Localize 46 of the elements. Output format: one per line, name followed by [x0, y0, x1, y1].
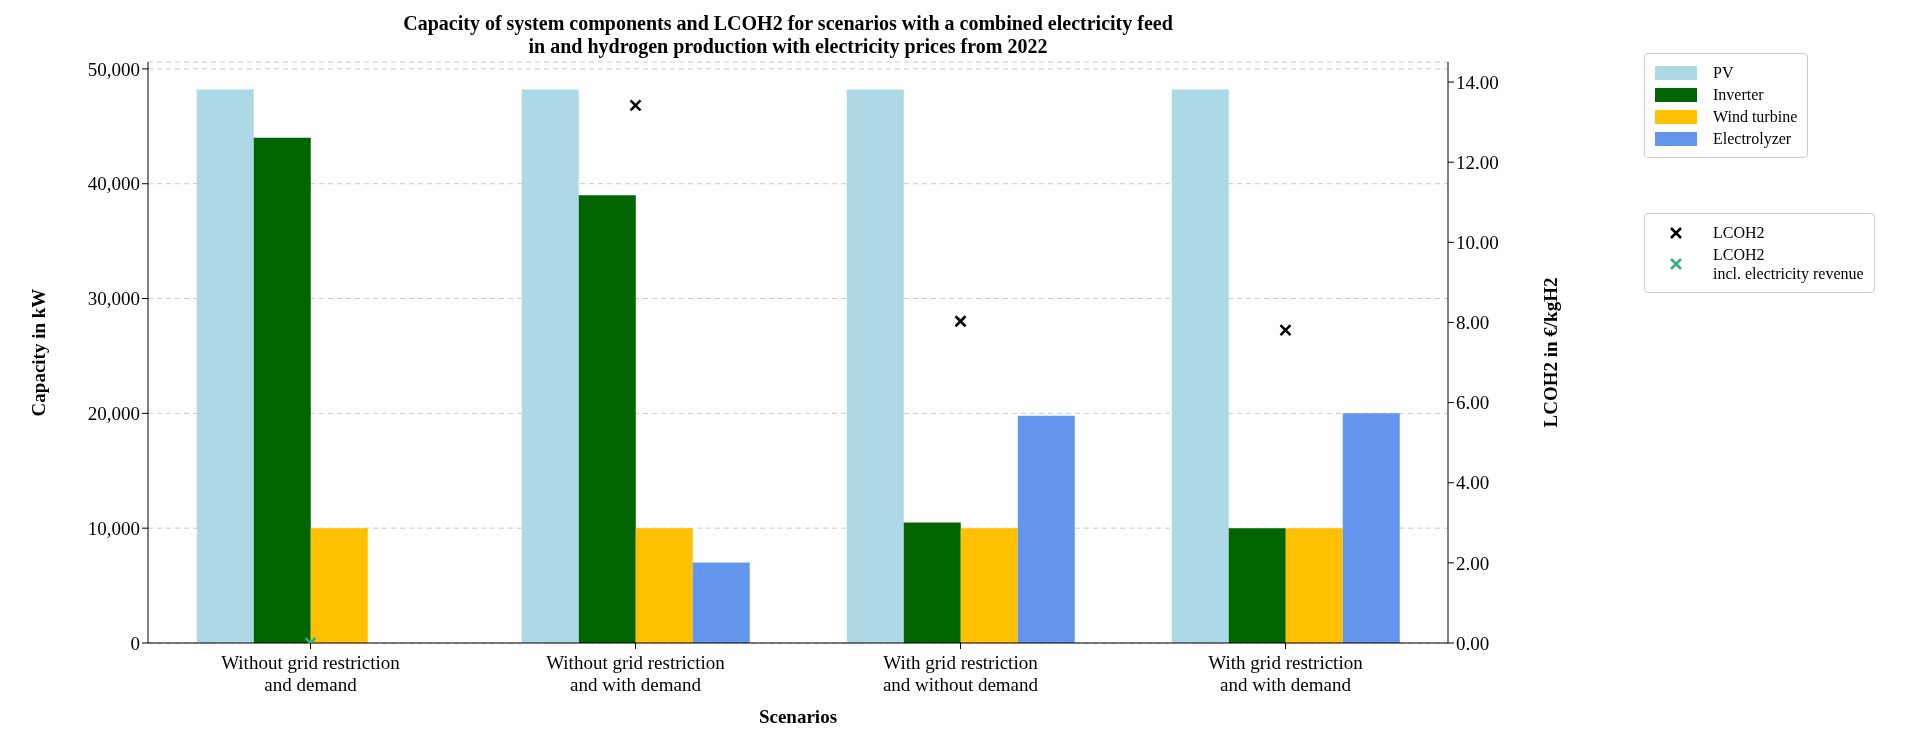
x-axis-title: Scenarios: [758, 706, 838, 727]
y-tick-label: 50,000: [87, 58, 140, 80]
bar: [960, 528, 1018, 643]
bar: [1228, 528, 1286, 643]
point: [954, 315, 967, 328]
bar: [635, 528, 693, 643]
legend-label: PV: [1713, 63, 1734, 82]
bar: [846, 89, 904, 643]
x-tick-label: Without grid restriction and demand: [221, 652, 401, 695]
y2-tick-label: 10.00: [1456, 232, 1499, 254]
y2-tick-label: 8.00: [1456, 312, 1490, 334]
legend-label: Inverter: [1713, 85, 1764, 104]
point: [629, 99, 642, 112]
y2-axis-title: LCOH2 in €/kgH2: [1539, 277, 1561, 428]
legend-label: LCOH2: [1713, 223, 1765, 242]
chart-title: Capacity of system components and LCOH2 for scenarios with a combined electricity feed in and hydrogen production with electricity prices from 2022: [402, 12, 1174, 58]
y2-tick-label: 4.00: [1456, 472, 1490, 494]
y-tick-label: 20,000: [87, 403, 140, 425]
bar: [692, 562, 750, 643]
legend-label: Electrolyzer: [1713, 129, 1792, 148]
bar: [1171, 89, 1229, 643]
bar: [310, 528, 368, 643]
y-tick-label: 0: [130, 632, 140, 654]
bar: [196, 89, 254, 643]
point: [1279, 323, 1292, 337]
bar: [903, 522, 961, 643]
y2-tick-label: 0.00: [1456, 632, 1490, 654]
x-tick-label: With grid restriction and without demand: [882, 652, 1039, 695]
bar: [1285, 528, 1343, 643]
bar: [578, 195, 636, 643]
legend-label: LCOH2 incl. electricity revenue: [1713, 245, 1864, 283]
legend-label: Wind turbine: [1713, 107, 1798, 126]
y2-tick-label: 12.00: [1456, 151, 1499, 173]
x-tick-label: With grid restriction and with demand: [1208, 652, 1364, 695]
bar: [253, 137, 311, 643]
bar: [1017, 415, 1075, 643]
y-tick-label: 30,000: [87, 288, 140, 310]
y2-tick-label: 6.00: [1456, 392, 1490, 414]
y2-tick-label: 2.00: [1456, 552, 1490, 574]
y-tick-label: 40,000: [87, 173, 140, 195]
y-tick-label: 10,000: [87, 517, 140, 539]
bar: [521, 89, 579, 643]
y2-tick-label: 14.00: [1456, 71, 1499, 93]
bar: [1342, 413, 1400, 643]
x-tick-label: Without grid restriction and with demand: [546, 652, 726, 695]
y-axis-title: Capacity in kW: [27, 288, 49, 417]
